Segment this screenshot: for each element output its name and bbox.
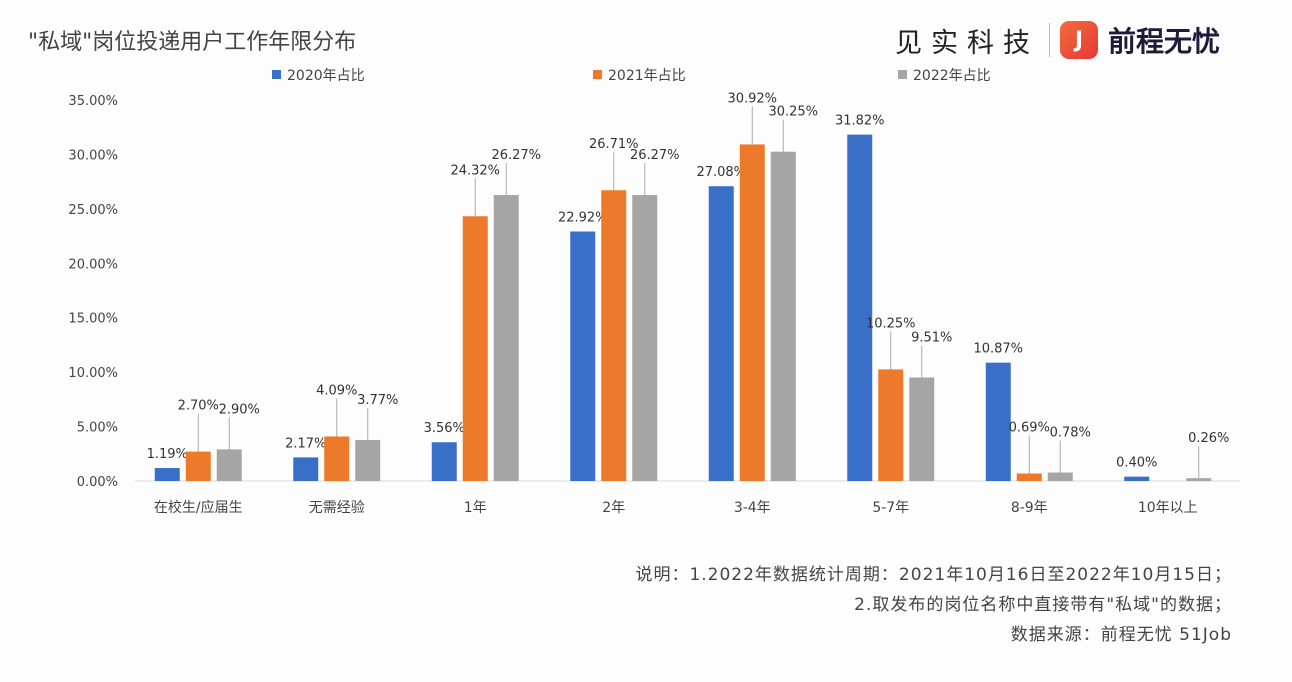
brand-left: 见实科技 bbox=[895, 27, 1039, 59]
x-tick-label: 8-9年 bbox=[1011, 500, 1048, 516]
data-label: 0.78% bbox=[1050, 426, 1091, 441]
y-tick-label: 15.00% bbox=[68, 312, 118, 327]
legend-swatch bbox=[593, 70, 602, 79]
data-label: 2.70% bbox=[178, 399, 219, 414]
bar bbox=[185, 451, 211, 481]
bar bbox=[878, 369, 904, 481]
x-tick-label: 3-4年 bbox=[734, 500, 771, 516]
bar bbox=[355, 439, 381, 481]
bar bbox=[632, 195, 658, 481]
bar bbox=[909, 377, 935, 481]
data-label: 26.27% bbox=[630, 148, 680, 163]
bar bbox=[1047, 472, 1073, 481]
x-tick-label: 无需经验 bbox=[309, 500, 365, 516]
bar bbox=[770, 151, 796, 481]
data-label: 0.26% bbox=[1188, 431, 1229, 446]
x-tick-label: 在校生/应届生 bbox=[154, 499, 243, 516]
bar bbox=[431, 442, 457, 481]
data-label: 0.40% bbox=[1116, 456, 1157, 471]
bar bbox=[293, 457, 319, 481]
y-tick-label: 20.00% bbox=[68, 257, 118, 272]
y-tick-label: 10.00% bbox=[68, 366, 118, 381]
y-tick-label: 30.00% bbox=[68, 148, 118, 163]
bar bbox=[739, 144, 765, 482]
y-tick-label: 5.00% bbox=[77, 421, 118, 436]
note-1: 说明：1.2022年数据统计周期：2021年10月16日至2022年10月15日… bbox=[635, 565, 1232, 585]
bar bbox=[1124, 476, 1150, 481]
data-label: 2.90% bbox=[219, 402, 260, 417]
note-2: 2.取发布的岗位名称中直接带有"私域"的数据； bbox=[854, 595, 1232, 615]
data-label: 30.92% bbox=[727, 91, 777, 106]
brand-divider bbox=[1049, 23, 1050, 57]
legend-label: 2020年占比 bbox=[287, 68, 365, 84]
bar bbox=[462, 216, 488, 481]
x-tick-label: 2年 bbox=[602, 500, 625, 516]
bar bbox=[985, 362, 1011, 481]
data-label: 2.17% bbox=[285, 436, 326, 451]
notes: 说明：1.2022年数据统计周期：2021年10月16日至2022年10月15日… bbox=[635, 560, 1232, 650]
logo-icon: J bbox=[1060, 21, 1098, 59]
brand: 见实科技 J 前程无忧 bbox=[895, 20, 1220, 60]
x-tick-label: 5-7年 bbox=[872, 500, 909, 516]
chart-title: "私域"岗位投递用户工作年限分布 bbox=[28, 30, 357, 55]
data-label: 4.09% bbox=[316, 383, 357, 398]
data-label: 10.25% bbox=[866, 316, 916, 331]
y-tick-label: 0.00% bbox=[77, 475, 118, 490]
data-label: 30.25% bbox=[768, 105, 818, 120]
bar bbox=[1186, 478, 1212, 481]
bar bbox=[154, 468, 180, 481]
bar bbox=[493, 195, 519, 481]
bar bbox=[708, 186, 734, 482]
bar bbox=[847, 134, 873, 481]
bar bbox=[601, 190, 627, 482]
brand-right: 前程无忧 bbox=[1108, 25, 1221, 58]
legend-label: 2021年占比 bbox=[608, 68, 686, 84]
data-label: 10.87% bbox=[973, 342, 1023, 357]
data-label: 24.32% bbox=[450, 163, 500, 178]
data-label: 3.77% bbox=[357, 393, 398, 408]
x-tick-label: 10年以上 bbox=[1138, 500, 1198, 516]
data-label: 3.56% bbox=[424, 421, 465, 436]
data-label: 0.69% bbox=[1009, 420, 1050, 435]
bar-chart: 0.00% 5.00% 10.00% 15.00% 20.00% 25.00% 30.00%… bbox=[68, 68, 1240, 516]
bar bbox=[216, 449, 242, 481]
data-label: 26.71% bbox=[589, 137, 639, 152]
legend-swatch bbox=[272, 70, 281, 79]
legend-label: 2022年占比 bbox=[913, 68, 991, 84]
y-tick-label: 35.00% bbox=[68, 94, 118, 109]
legend-swatch bbox=[898, 70, 907, 79]
source-note: 数据来源：前程无忧 51Job bbox=[1010, 625, 1232, 645]
x-tick-label: 1年 bbox=[464, 500, 487, 516]
data-label: 26.27% bbox=[491, 148, 541, 163]
bar bbox=[324, 436, 350, 481]
data-label: 9.51% bbox=[911, 330, 952, 345]
y-tick-label: 25.00% bbox=[68, 203, 118, 218]
data-label: 31.82% bbox=[835, 114, 885, 129]
data-label: 1.19% bbox=[147, 447, 188, 462]
bar bbox=[1016, 473, 1042, 481]
data-label: 27.08% bbox=[696, 165, 746, 180]
data-label: 22.92% bbox=[558, 210, 608, 225]
bar bbox=[570, 231, 596, 481]
